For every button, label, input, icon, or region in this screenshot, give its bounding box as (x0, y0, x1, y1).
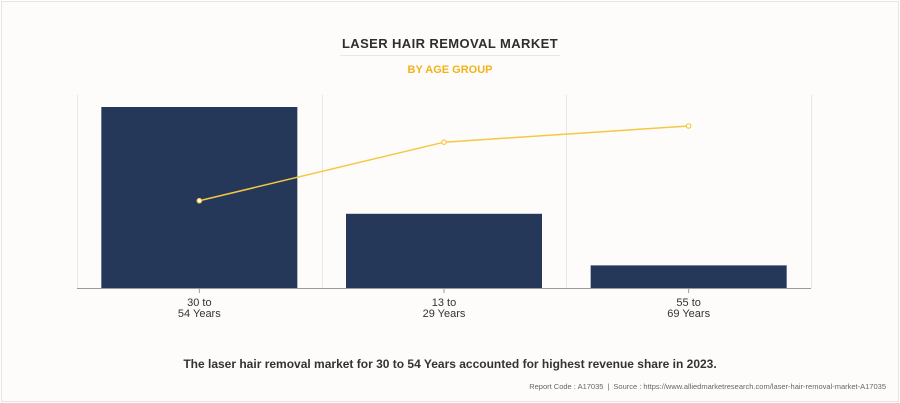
bar-series (101, 107, 787, 288)
report-code: Report Code : A17035 (529, 382, 604, 391)
footer-separator: | (607, 382, 610, 391)
bar (346, 213, 542, 288)
x-tick-label: 30 to 54 Years (178, 297, 221, 320)
line-point (196, 197, 203, 204)
bar (590, 265, 787, 288)
line-point (685, 123, 692, 129)
grid-lines (77, 95, 812, 288)
x-tick-label: 13 to 29 Years (423, 297, 466, 320)
x-tick-label: 55 to 69 Years (667, 297, 710, 320)
chart-caption: The laser hair removal market for 30 to … (183, 357, 717, 371)
line-series (196, 123, 692, 204)
title-divider (340, 55, 560, 56)
chart-title: LASER HAIR REMOVAL MARKET (341, 36, 559, 51)
bar (101, 107, 298, 288)
source-footer: Report Code : A17035 | Source : https://ww… (529, 382, 886, 391)
x-tick-labels: 30 to 54 Years 13 to 29 Years 55 to 69 Years (178, 288, 711, 320)
line-point (441, 139, 447, 146)
chart-subtitle: BY AGE GROUP (407, 64, 493, 76)
source-link[interactable]: Source : https://www.alliedmarketresearc… (613, 382, 886, 391)
